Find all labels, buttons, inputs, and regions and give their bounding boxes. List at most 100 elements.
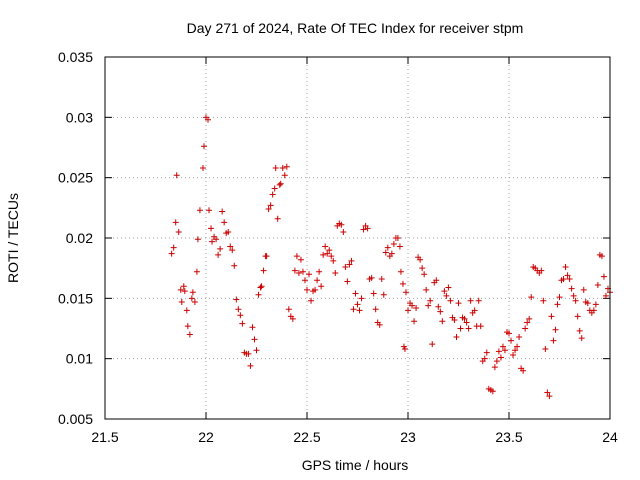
data-point xyxy=(451,317,458,324)
data-point xyxy=(457,325,464,332)
data-point xyxy=(384,244,391,251)
x-tick-label: 22.5 xyxy=(293,429,320,445)
data-point xyxy=(330,257,337,264)
data-point xyxy=(405,307,411,314)
data-point xyxy=(455,300,462,307)
data-point xyxy=(316,268,323,275)
axis-ticks xyxy=(104,56,611,420)
data-point xyxy=(552,326,559,333)
data-point xyxy=(312,286,319,293)
data-point xyxy=(177,286,184,293)
data-point xyxy=(281,172,288,179)
data-point xyxy=(260,267,267,274)
data-point xyxy=(178,298,185,305)
data-point xyxy=(380,291,387,298)
data-point xyxy=(461,315,468,322)
data-point xyxy=(382,249,389,256)
data-point xyxy=(598,253,605,260)
data-point xyxy=(465,325,472,332)
data-point xyxy=(265,206,272,213)
data-point xyxy=(193,268,200,275)
data-point xyxy=(378,276,385,283)
data-point xyxy=(279,165,286,172)
data-point xyxy=(277,180,284,187)
data-point xyxy=(477,323,484,330)
data-point xyxy=(499,343,506,350)
data-point xyxy=(219,208,226,215)
data-point xyxy=(258,283,265,290)
data-point xyxy=(522,325,529,332)
data-point xyxy=(344,278,351,285)
data-point xyxy=(562,263,569,270)
data-point xyxy=(184,323,191,330)
data-point xyxy=(332,269,339,276)
data-point xyxy=(467,297,474,304)
data-point xyxy=(356,307,363,314)
data-point xyxy=(233,296,240,303)
data-point xyxy=(394,235,401,241)
data-point xyxy=(419,265,426,272)
plot-frame xyxy=(104,56,611,420)
data-point xyxy=(411,318,418,325)
data-point xyxy=(293,253,300,260)
data-point xyxy=(194,236,201,243)
data-point xyxy=(542,346,549,353)
data-point xyxy=(433,277,440,284)
data-point xyxy=(495,348,502,355)
data-point xyxy=(342,263,349,270)
y-tick-label: 0.035 xyxy=(58,49,93,65)
data-point xyxy=(439,318,446,325)
data-point xyxy=(253,347,260,354)
data-point xyxy=(548,313,555,320)
data-point xyxy=(390,241,397,248)
data-point xyxy=(580,286,587,293)
data-point xyxy=(180,283,187,290)
data-point xyxy=(471,307,478,314)
data-point xyxy=(225,228,232,235)
data-point xyxy=(388,250,395,257)
data-point xyxy=(396,243,403,250)
grid-lines xyxy=(105,57,610,419)
data-point xyxy=(237,312,244,319)
data-point xyxy=(481,355,488,362)
data-point xyxy=(299,268,306,275)
x-tick-label: 23.5 xyxy=(495,429,522,445)
data-point xyxy=(401,346,408,353)
data-point xyxy=(574,313,581,320)
y-axis-label: ROTI / TECUs xyxy=(5,193,21,283)
data-point xyxy=(491,364,498,371)
data-point xyxy=(338,221,345,228)
data-point xyxy=(576,327,583,334)
data-point xyxy=(170,244,177,251)
data-point xyxy=(429,341,436,348)
data-point xyxy=(328,253,335,260)
data-point xyxy=(245,350,252,357)
data-point xyxy=(556,294,563,301)
data-point xyxy=(205,116,212,123)
data-point xyxy=(200,143,207,150)
data-point xyxy=(358,295,365,302)
data-point xyxy=(425,302,432,309)
data-point xyxy=(568,285,575,292)
data-point xyxy=(437,308,444,315)
data-point xyxy=(189,289,196,296)
data-point xyxy=(512,347,519,354)
data-point xyxy=(435,303,442,310)
data-point xyxy=(447,297,454,304)
data-point xyxy=(554,301,561,308)
data-point xyxy=(417,256,424,263)
data-point xyxy=(592,301,599,308)
y-tick-label: 0.01 xyxy=(66,351,93,367)
data-point xyxy=(255,291,262,298)
data-point xyxy=(215,251,222,258)
data-point xyxy=(196,207,203,214)
data-point xyxy=(397,268,404,275)
data-point xyxy=(421,271,428,278)
data-point xyxy=(508,337,515,344)
data-point xyxy=(206,207,213,214)
data-point xyxy=(463,319,470,326)
data-point xyxy=(441,288,448,295)
y-tick-label: 0.025 xyxy=(58,170,93,186)
data-point xyxy=(360,226,367,233)
data-point xyxy=(445,284,452,291)
